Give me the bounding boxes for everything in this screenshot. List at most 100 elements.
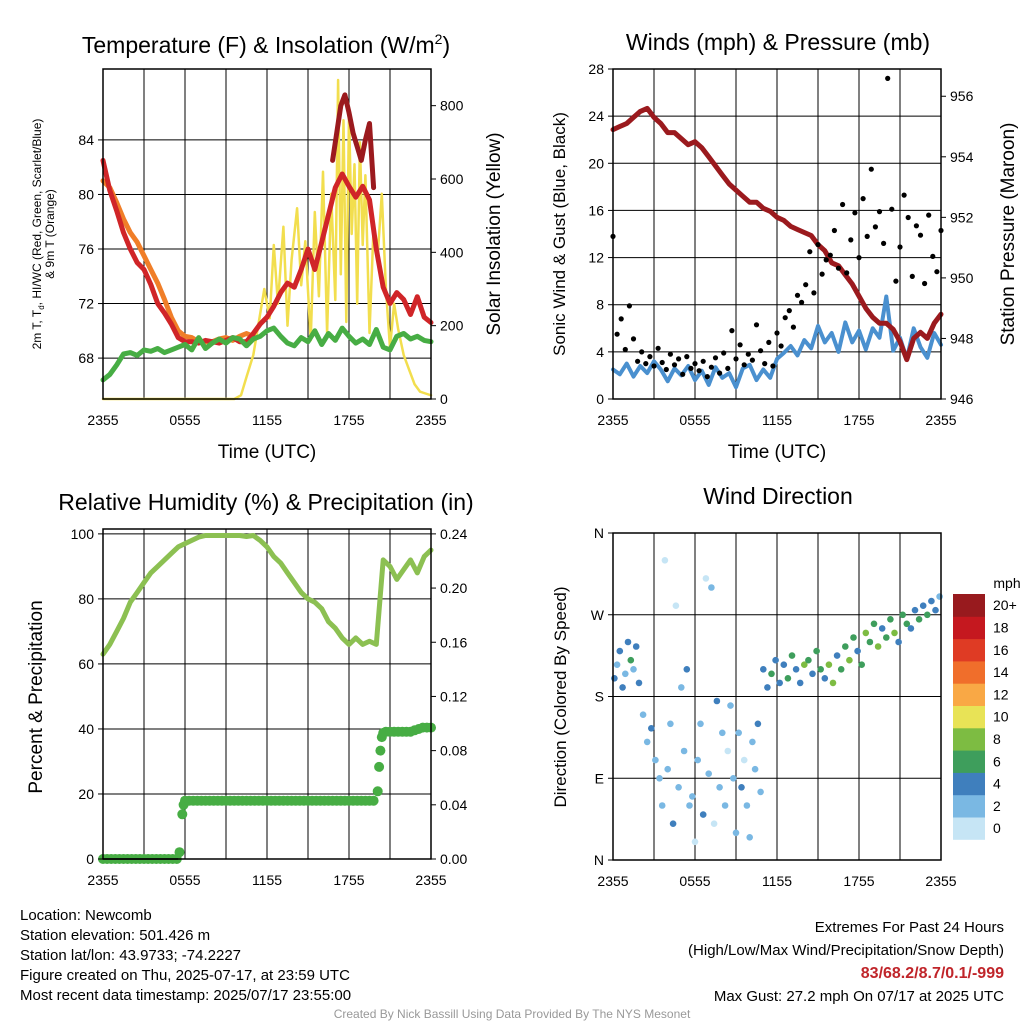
gust-point — [872, 224, 879, 230]
direction-point — [911, 606, 919, 614]
gust-point — [737, 342, 743, 348]
winds-y2-label: Station Pressure (Maroon) — [998, 123, 1019, 346]
direction-point — [749, 738, 756, 746]
y-tick-label: 8 — [596, 297, 604, 313]
direction-point — [613, 661, 621, 668]
x-tick-label: 1755 — [333, 872, 364, 888]
gust-point — [807, 249, 813, 255]
gust-point — [913, 223, 920, 229]
direction-panel: Wind Direction 2355 0555 1155 1755 2355 N E S W N… — [551, 483, 1021, 889]
max-gust: Max Gust: 27.2 mph On 07/17 at 2025 UTC — [713, 988, 1004, 1005]
direction-point — [746, 834, 753, 841]
colorbar-swatch — [953, 660, 985, 684]
gust-point — [917, 232, 924, 238]
gust-point — [671, 362, 678, 368]
direction-point — [751, 765, 759, 773]
y-tick-label: 24 — [588, 108, 604, 124]
y-tick-label: 84 — [78, 132, 94, 148]
dewpoint-line — [100, 325, 434, 383]
precipitation-point — [174, 847, 185, 858]
direction-point — [719, 729, 726, 737]
direction-point — [760, 666, 767, 673]
direction-point — [768, 670, 775, 678]
direction-point — [809, 670, 816, 678]
gust-point — [766, 339, 772, 345]
colorbar-swatch — [953, 772, 985, 796]
direction-point — [669, 820, 677, 827]
direction-point — [680, 747, 688, 755]
direction-point — [672, 602, 680, 609]
temperature-panel: Temperature (F) & Insolation (W/m2) 2355… — [30, 31, 505, 463]
direction-point — [743, 802, 751, 809]
precipitation-point — [372, 786, 383, 797]
precipitation-point — [368, 795, 379, 806]
x-tick-label: 1755 — [333, 412, 364, 428]
y-tick-label: 72 — [78, 296, 94, 312]
x-tick-label: 1755 — [843, 873, 874, 889]
direction-point — [796, 679, 804, 687]
y2-tick-label: 956 — [950, 88, 974, 104]
humidity-panel: Relative Humidity (%) & Precipitation (i… — [26, 489, 474, 888]
gust-point — [799, 299, 805, 305]
winds-y-label: Sonic Wind & Gust (Blue, Black) — [550, 112, 569, 356]
precipitation-point — [374, 761, 385, 772]
direction-point — [813, 647, 820, 655]
direction-point — [772, 656, 779, 664]
heat-index-line — [330, 92, 377, 191]
colorbar-swatch — [953, 817, 985, 840]
station-elevation: Station elevation: 501.426 m — [20, 927, 211, 944]
temp-2m-line — [100, 157, 434, 346]
direction-point — [928, 597, 935, 605]
direction-point — [721, 802, 729, 809]
gust-point — [676, 356, 682, 362]
y-tick-label: 12 — [588, 250, 604, 266]
direction-point — [727, 702, 734, 709]
direction-point — [686, 802, 693, 809]
direction-point — [713, 697, 721, 705]
direction-point — [694, 756, 701, 764]
direction-point — [699, 811, 707, 818]
direction-point — [661, 557, 669, 564]
direction-point — [903, 620, 911, 628]
colorbar-swatch — [953, 727, 985, 751]
colorbar-label: 12 — [993, 686, 1009, 702]
gust-point — [803, 282, 809, 288]
gust-point — [745, 351, 751, 357]
gust-point — [782, 315, 788, 321]
colorbar-label: 6 — [993, 753, 1001, 769]
colorbar-label: 8 — [993, 731, 1001, 747]
direction-point — [643, 738, 651, 746]
direction-point — [689, 793, 696, 800]
gust-point — [762, 361, 768, 367]
gust-point — [721, 350, 727, 356]
gust-point — [749, 357, 756, 363]
gust-point — [922, 280, 928, 287]
gust-point — [827, 252, 833, 258]
gust-point — [881, 240, 887, 246]
gust-point — [930, 253, 936, 259]
direction-point — [874, 643, 882, 650]
gust-point — [934, 269, 940, 275]
gust-point — [733, 356, 739, 362]
gust-point — [729, 328, 735, 334]
gust-point — [856, 255, 862, 261]
gust-point — [811, 290, 817, 296]
y2-tick-label: 0 — [440, 391, 448, 407]
gust-point — [626, 303, 633, 309]
winds-panel: Winds (mph) & Pressure (mb) 2355 0555 1155… — [550, 29, 1019, 463]
winds-title: Winds (mph) & Pressure (mb) — [626, 29, 930, 55]
station-location: Location: Newcomb — [20, 907, 152, 924]
colorbar-title: mph — [993, 575, 1020, 591]
x-tick-label: 1755 — [843, 412, 874, 428]
direction-point — [630, 666, 637, 673]
temperature-ticks: 2355 0555 1155 1755 2355 68 72 76 80 84 0 200 400 600… — [78, 98, 463, 428]
y-tick-label: 0 — [86, 851, 94, 867]
gust-point — [758, 348, 764, 354]
direction-point — [710, 820, 718, 827]
station-latlon: Station lat/lon: 43.9733; -74.2227 — [20, 947, 242, 964]
gust-point — [926, 212, 932, 218]
x-tick-label: 0555 — [169, 412, 200, 428]
direction-point — [648, 725, 655, 732]
colorbar-label: 10 — [993, 709, 1009, 725]
winds-series — [610, 75, 944, 390]
